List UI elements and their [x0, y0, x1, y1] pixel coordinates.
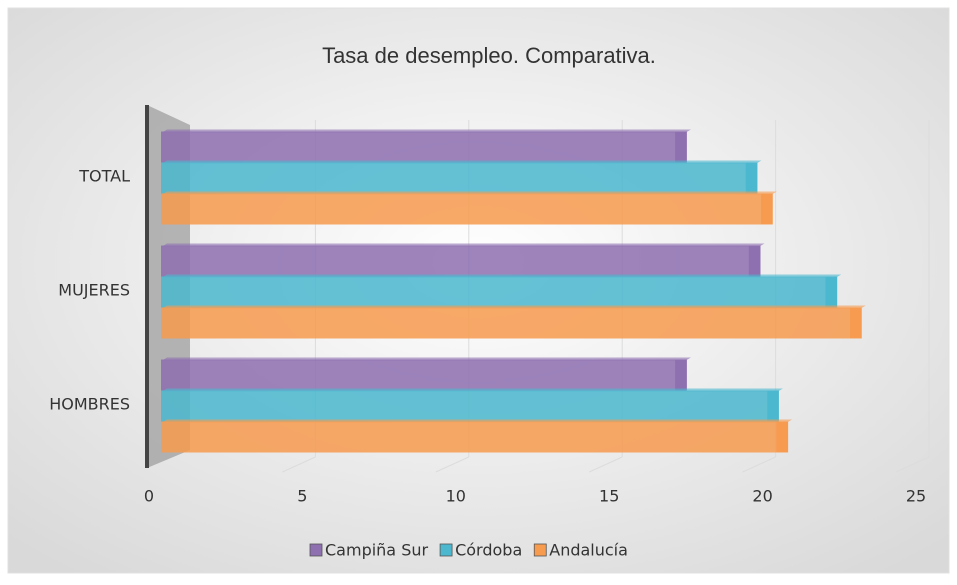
- legend-swatch: [533, 543, 547, 557]
- x-tick-label: 5: [297, 487, 307, 506]
- bar: [161, 305, 866, 339]
- bar-face: [161, 276, 838, 308]
- y-tick-label: TOTAL: [78, 167, 130, 186]
- legend-label: Campiña Sur: [325, 541, 428, 560]
- bar: [161, 388, 783, 422]
- grid-floor: [742, 456, 776, 473]
- bar: [161, 160, 762, 194]
- bar: [161, 191, 777, 225]
- grid-floor: [282, 456, 316, 473]
- bar-end: [761, 193, 773, 225]
- bar-face: [161, 131, 687, 163]
- bar: [161, 129, 691, 163]
- bar-face: [161, 162, 758, 194]
- bar-end: [675, 131, 687, 163]
- bar-end: [767, 390, 779, 422]
- bar-end: [675, 359, 687, 391]
- bar-face: [161, 307, 862, 339]
- y-tick-label: MUJERES: [58, 281, 130, 300]
- bar: [161, 419, 793, 453]
- bar-end: [825, 276, 837, 308]
- x-tick-label: 15: [599, 487, 619, 506]
- legend-label: Córdoba: [455, 541, 522, 560]
- legend-swatch: [439, 543, 453, 557]
- bar-end: [745, 162, 758, 194]
- x-tick-label: 20: [752, 487, 772, 506]
- bar: [161, 357, 691, 391]
- x-tick-label: 25: [906, 487, 926, 506]
- bar-face: [161, 359, 687, 391]
- grid-floor: [895, 456, 930, 473]
- bar-face: [161, 245, 761, 277]
- grid-floor: [588, 456, 623, 473]
- x-tick-label: 10: [446, 487, 466, 506]
- chart-title: Tasa de desempleo. Comparativa.: [322, 43, 656, 68]
- bar-end: [748, 245, 761, 277]
- x-tick-label: 0: [144, 487, 154, 506]
- bar: [161, 243, 765, 277]
- bar-end: [776, 421, 788, 453]
- y-tick-label: HOMBRES: [49, 395, 130, 414]
- bar-face: [161, 390, 779, 422]
- legend-swatch: [309, 543, 323, 557]
- bar-face: [161, 193, 773, 225]
- grid-floor: [435, 456, 470, 473]
- bar-end: [850, 307, 862, 339]
- legend-label: Andalucía: [549, 541, 628, 560]
- bar-face: [161, 421, 789, 453]
- bar: [161, 274, 842, 308]
